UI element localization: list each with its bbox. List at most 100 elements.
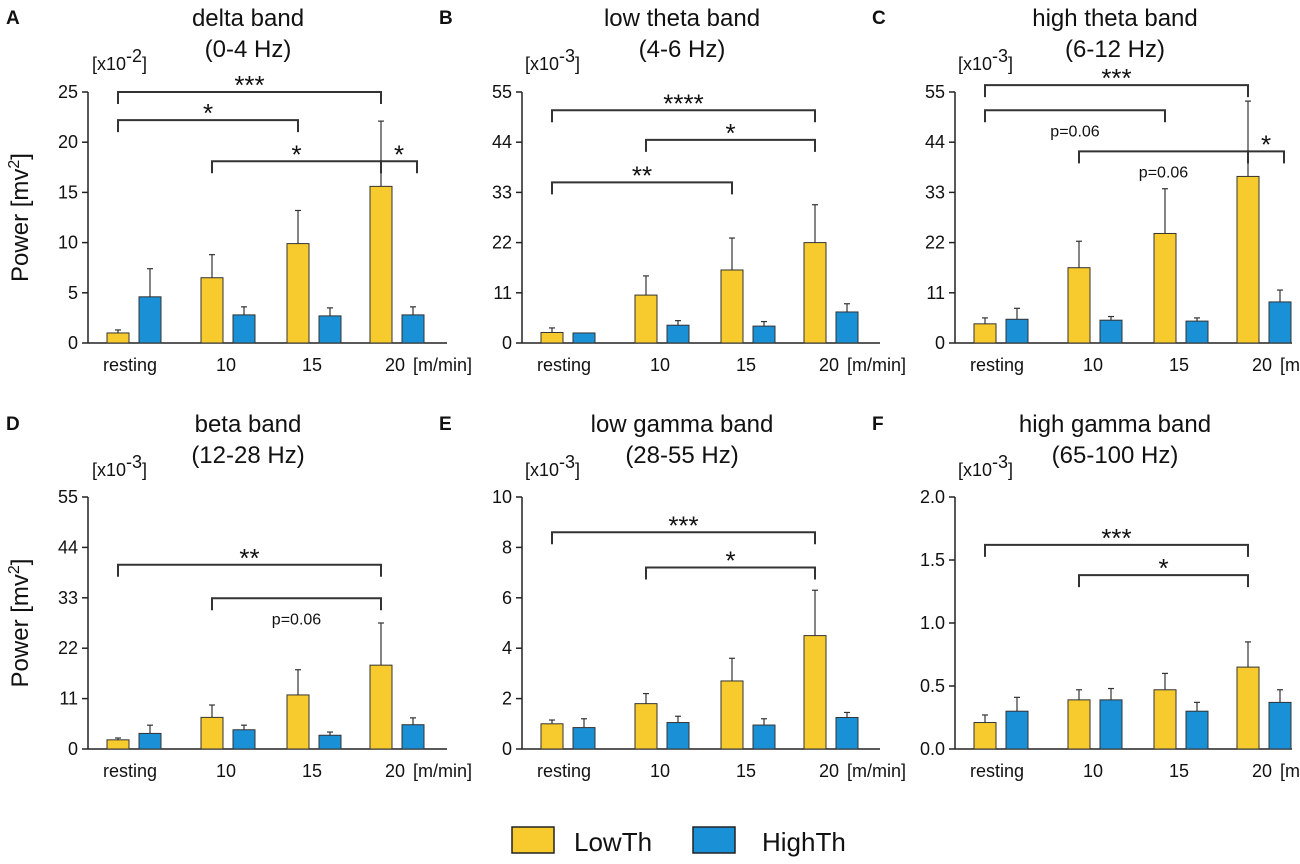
significance-label: p=0.06 [272, 611, 321, 628]
x-tick-label: 15 [302, 355, 322, 375]
y-tick-label: 0 [502, 739, 512, 759]
significance-label: ** [632, 160, 652, 190]
bar-highth-1 [666, 324, 690, 344]
bar-lowth-1 [634, 703, 658, 750]
bracket-line [117, 563, 382, 577]
x-tick-label: 10 [650, 355, 670, 375]
y-tick-label: 33 [58, 588, 78, 608]
x-tick-label: 10 [216, 355, 236, 375]
x-tick-label: resting [537, 761, 591, 781]
chart-title: high theta band [1032, 5, 1197, 32]
y-tick-label: 11 [926, 283, 945, 303]
x-unit-label: [m/min] [413, 355, 472, 375]
legend-swatch-lowth [511, 826, 555, 854]
bracket-line [551, 531, 816, 545]
y-tick-label: 5 [68, 283, 78, 303]
chart-subtitle: (28-55 Hz) [625, 442, 738, 469]
bar-highth-3 [401, 314, 425, 344]
y-tick-label: 44 [58, 537, 78, 557]
y-tick-label: 2.0 [920, 487, 945, 507]
scale-label: [x10-3] [525, 46, 580, 74]
x-tick-label: 15 [1169, 761, 1189, 781]
x-tick-label: 20 [819, 355, 839, 375]
y-tick-label: 0 [68, 333, 78, 353]
significance-bracket: * [1247, 129, 1285, 164]
y-axis-label: Power [mv2] [6, 153, 34, 282]
chart-title: high gamma band [1019, 411, 1211, 438]
bracket-line [984, 109, 1166, 123]
bracket-line [645, 566, 816, 580]
bar-lowth-3 [1236, 666, 1260, 750]
x-tick-label: 15 [736, 761, 756, 781]
significance-label: * [291, 139, 301, 169]
bracket-line [117, 91, 382, 104]
significance-bracket: ** [117, 543, 382, 577]
y-tick-label: 55 [58, 487, 78, 507]
panel-letter: D [6, 414, 20, 435]
panel-letter: F [872, 414, 884, 435]
scale-label: [x10-3] [525, 452, 580, 480]
panel-letter: B [439, 8, 453, 29]
x-tick-label: 10 [1083, 761, 1103, 781]
y-tick-label: 10 [492, 487, 512, 507]
significance-bracket: * [645, 546, 816, 580]
bracket-line [551, 109, 816, 123]
bar-lowth-2 [720, 269, 744, 344]
chart-subtitle: (65-100 Hz) [1052, 442, 1179, 469]
chart-subtitle: (6-12 Hz) [1065, 36, 1165, 63]
bar-highth-3 [1268, 301, 1292, 344]
significance-bracket: p=0.06 [984, 109, 1166, 140]
bar-lowth-1 [634, 294, 658, 344]
bar-lowth-1 [200, 277, 224, 344]
x-tick-label: 20 [1252, 761, 1272, 781]
bracket-line [645, 138, 816, 152]
bracket-line [1247, 150, 1285, 164]
significance-label: p=0.06 [1050, 123, 1099, 140]
x-tick-label: 10 [216, 761, 236, 781]
significance-label: *** [1101, 523, 1131, 553]
chart-title: beta band [195, 411, 302, 438]
legend-swatch-highth [692, 826, 736, 854]
y-tick-label: 2 [502, 689, 512, 709]
x-tick-label: 20 [385, 761, 405, 781]
x-tick-label: 15 [736, 355, 756, 375]
significance-bracket: *** [117, 70, 382, 104]
bar-lowth-2 [286, 243, 310, 344]
y-tick-label: 8 [502, 537, 512, 557]
bracket-line [1078, 574, 1249, 588]
y-tick-label: 1.5 [920, 550, 945, 570]
bar-highth-2 [318, 734, 342, 750]
bracket-line [211, 597, 382, 611]
scale-label: [x10-3] [958, 452, 1013, 480]
bar-lowth-1 [1067, 267, 1091, 344]
bar-highth-1 [1099, 319, 1123, 344]
y-tick-label: 44 [492, 132, 512, 152]
x-tick-label: resting [537, 355, 591, 375]
x-tick-label: resting [103, 355, 157, 375]
significance-bracket: *** [984, 63, 1249, 98]
significance-bracket: *** [984, 523, 1249, 557]
bar-highth-0 [138, 732, 162, 750]
chart-title: delta band [192, 5, 304, 32]
bracket-line [117, 119, 299, 133]
bar-lowth-0 [540, 332, 564, 344]
y-tick-label: 0 [935, 333, 945, 353]
y-tick-label: 22 [925, 233, 945, 253]
bracket-line [984, 84, 1249, 98]
significance-bracket: * [211, 139, 382, 174]
chart-subtitle: (12-28 Hz) [191, 442, 304, 469]
bar-lowth-0 [540, 723, 564, 750]
x-tick-label: 20 [1252, 355, 1272, 375]
y-tick-label: 25 [58, 82, 78, 102]
significance-bracket: ** [551, 160, 733, 195]
panel-letter: E [439, 414, 452, 435]
significance-label: * [1158, 553, 1168, 583]
bar-lowth-3 [369, 664, 393, 750]
bar-lowth-0 [106, 739, 130, 750]
y-tick-label: 0.5 [920, 676, 945, 696]
bar-highth-0 [138, 296, 162, 344]
y-tick-label: 55 [925, 82, 945, 102]
y-tick-label: 11 [59, 689, 78, 709]
